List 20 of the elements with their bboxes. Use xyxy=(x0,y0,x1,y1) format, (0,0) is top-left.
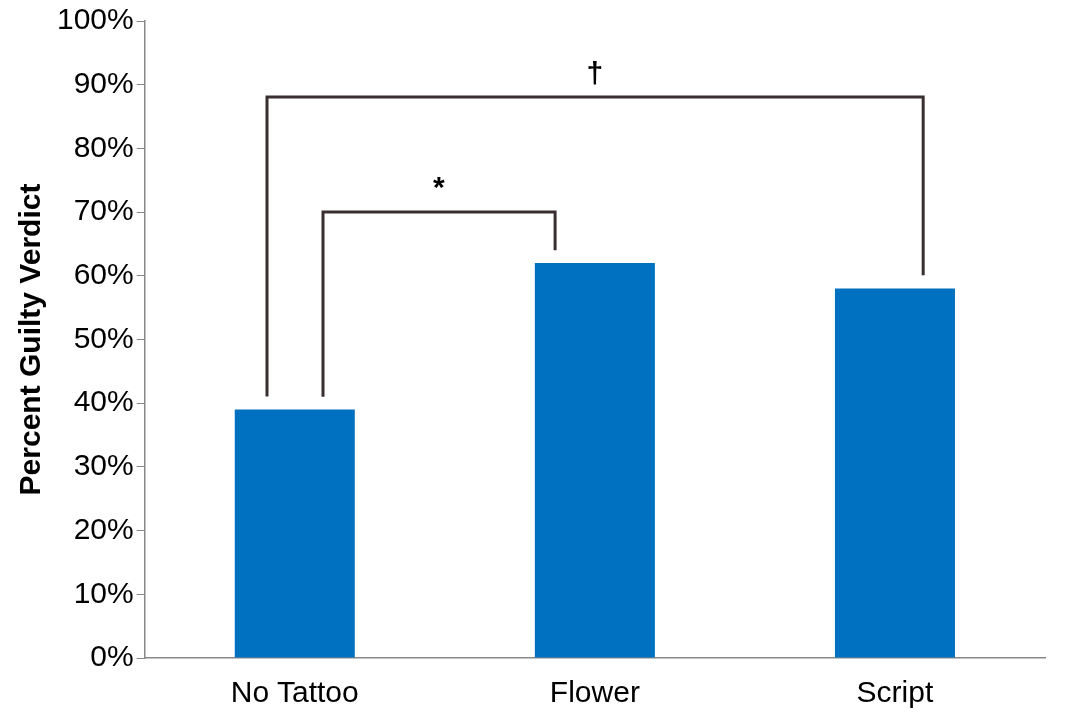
y-tick-label: 100% xyxy=(56,2,134,36)
y-tick-label: 80% xyxy=(73,129,134,163)
y-tick-label: 90% xyxy=(73,65,134,99)
annotation: * xyxy=(432,170,445,204)
y-tick-label: 30% xyxy=(73,448,134,482)
y-tick-label: 70% xyxy=(73,193,134,227)
bar xyxy=(834,288,955,658)
x-tick-label: No Tattoo xyxy=(230,675,359,709)
y-axis-title: Percent Guilty Verdict xyxy=(13,183,47,496)
y-tick-label: 10% xyxy=(73,575,134,609)
y-tick-label: 0% xyxy=(90,639,134,673)
y-tick-label: 60% xyxy=(73,257,134,291)
x-tick-label: Script xyxy=(856,675,934,709)
bar xyxy=(534,263,655,658)
y-tick-label: 50% xyxy=(73,320,134,354)
y-tick-label: 20% xyxy=(73,511,134,545)
bar xyxy=(234,409,355,658)
x-tick-label: Flower xyxy=(549,675,640,709)
y-tick-label: 40% xyxy=(73,384,134,418)
annotation: † xyxy=(586,55,604,89)
